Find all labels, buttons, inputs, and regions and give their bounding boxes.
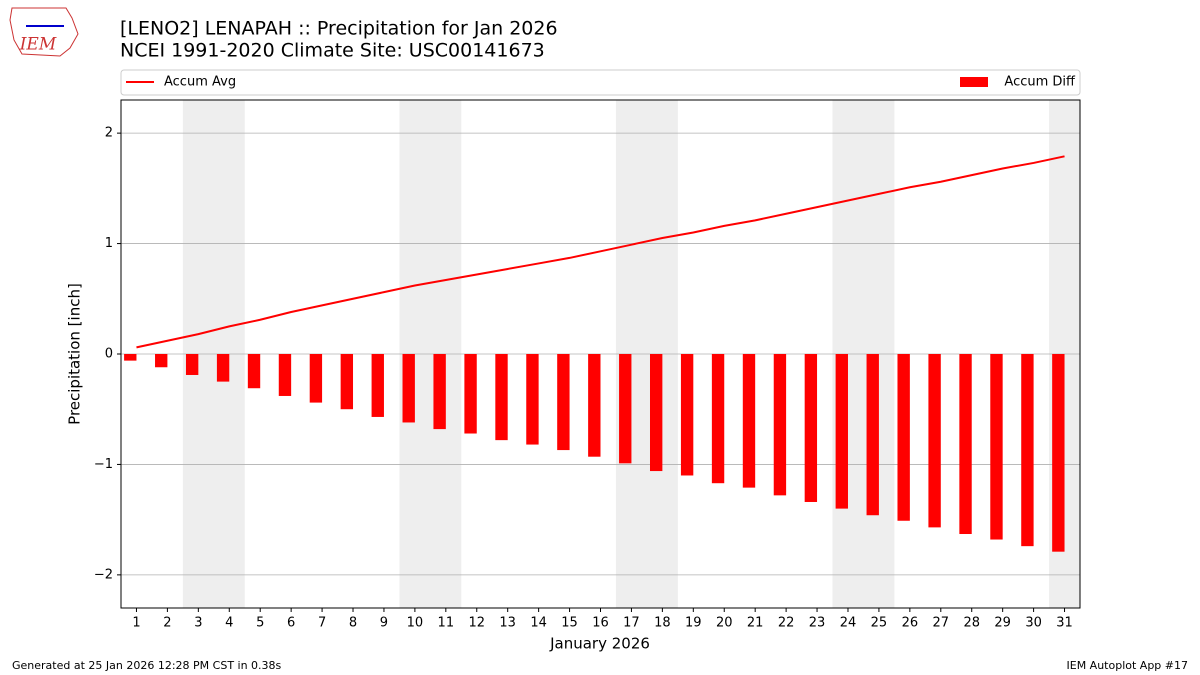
x-tick-label: 26 [902,616,919,631]
x-tick-label: 28 [963,616,980,631]
bar [990,354,1003,540]
x-tick-label: 2 [163,616,171,631]
x-tick-label: 25 [871,616,888,631]
x-tick-label: 16 [592,616,609,631]
bar [247,354,261,389]
bar [649,354,663,472]
legend-box [120,69,1081,96]
logo-outline [9,7,79,57]
bar [619,354,632,464]
chart-subtitle: NCEI 1991-2020 Climate Site: USC00141673 [120,40,545,62]
bar [959,354,972,535]
x-tick-label: 27 [933,616,950,631]
bar [804,354,818,502]
x-tick-label: 20 [716,616,733,631]
x-tick-label: 17 [623,616,640,631]
footer-right: IEM Autoplot App #17 [1067,659,1189,672]
y-tick-label: −2 [94,567,113,582]
x-tick-label: 31 [1056,616,1073,631]
x-tick-label: 13 [499,616,516,631]
x-tick-label: 1 [132,616,140,631]
x-tick-label: 23 [809,616,826,631]
y-tick-label: 0 [105,347,113,362]
bar [835,354,848,509]
bar [928,354,941,528]
x-tick-label: 3 [194,616,202,631]
bar [402,354,415,423]
y-tick-label: 2 [105,126,113,141]
bar [680,354,694,476]
bar [309,354,323,403]
x-tick-label: 9 [380,616,388,631]
x-tick-label: 15 [561,616,578,631]
chart-title: [LENO2] LENAPAH :: Precipitation for Jan… [120,18,558,40]
bar [1021,354,1034,547]
bar [371,354,384,417]
x-tick-label: 19 [685,616,702,631]
x-tick-label: 12 [468,616,485,631]
bar [557,354,570,451]
bar [897,354,910,521]
bar [773,354,787,496]
bar [866,354,879,516]
x-axis-label: January 2026 [549,635,650,653]
bar [742,354,756,488]
y-tick-label: −1 [94,457,113,472]
bar [1052,354,1065,552]
bar [185,354,199,375]
x-tick-label: 22 [778,616,795,631]
legend-label: Accum Avg [164,75,236,90]
logo-text: IEM [19,35,57,55]
legend-label: Accum Diff [1004,75,1076,90]
bar [155,354,168,368]
x-tick-label: 21 [747,616,764,631]
footer-left: Generated at 25 Jan 2026 12:28 PM CST in… [12,659,282,672]
y-tick-label: 1 [105,236,113,251]
x-tick-label: 24 [840,616,857,631]
line [136,155,1065,349]
bar [278,354,292,396]
logo: IEM [9,7,79,57]
x-tick-label: 14 [530,616,547,631]
bar [588,354,601,457]
x-tick-label: 11 [438,616,455,631]
bar [433,354,446,430]
legend-swatch [960,77,988,87]
x-tick-label: 18 [654,616,671,631]
x-tick-label: 30 [1025,616,1042,631]
x-tick-label: 10 [407,616,424,631]
bar [216,354,230,382]
x-tick-label: 7 [318,616,326,631]
x-tick-label: 5 [256,616,264,631]
plot-frame [120,99,1081,609]
bar [711,354,725,484]
bar [124,354,137,361]
bar [464,354,477,434]
bar [495,354,508,441]
bar [526,354,539,445]
y-axis-label: Precipitation [inch] [66,283,84,425]
x-tick-label: 6 [287,616,295,631]
x-tick-label: 4 [225,616,233,631]
x-tick-label: 29 [994,616,1011,631]
bar [340,354,354,410]
x-tick-label: 8 [349,616,357,631]
